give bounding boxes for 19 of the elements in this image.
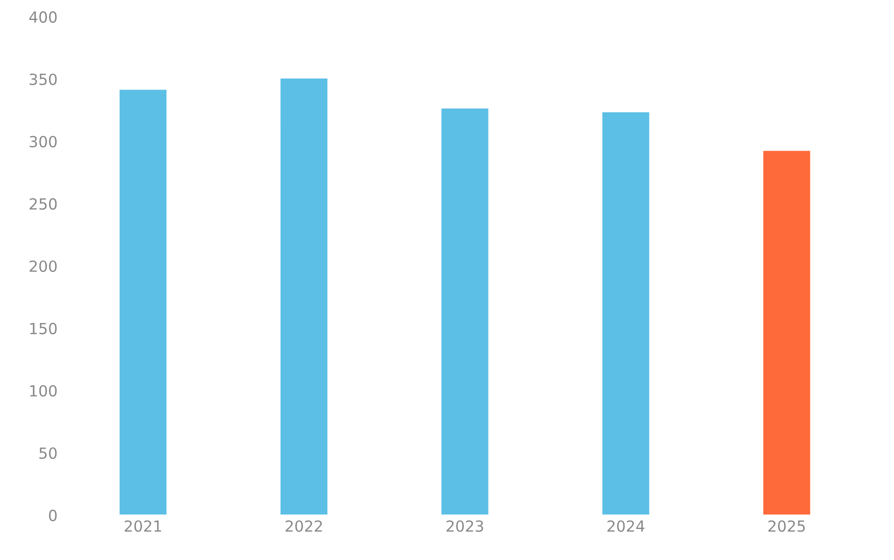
bar	[440, 107, 490, 516]
x-tick-label: 2025	[768, 520, 805, 532]
y-tick-label: 100	[30, 385, 57, 397]
x-tick-label: 2021	[124, 520, 162, 532]
x-tick-label: 2024	[607, 520, 644, 532]
y-tick-label: 250	[30, 198, 57, 210]
x-tick-label: 2022	[286, 520, 322, 532]
y-tick-label: 200	[30, 260, 57, 272]
y-tick-label: 400	[29, 11, 57, 23]
y-tick-label: 0	[49, 510, 57, 522]
bar	[762, 149, 812, 516]
x-tick-label: 2023	[446, 520, 484, 532]
y-tick-label: 50	[39, 447, 57, 459]
y-tick-label: 300	[30, 136, 57, 148]
y-tick-label: 150	[30, 322, 57, 334]
bar	[118, 88, 168, 516]
y-tick-label: 350	[30, 74, 57, 86]
bar	[279, 77, 329, 516]
bar	[600, 110, 651, 516]
